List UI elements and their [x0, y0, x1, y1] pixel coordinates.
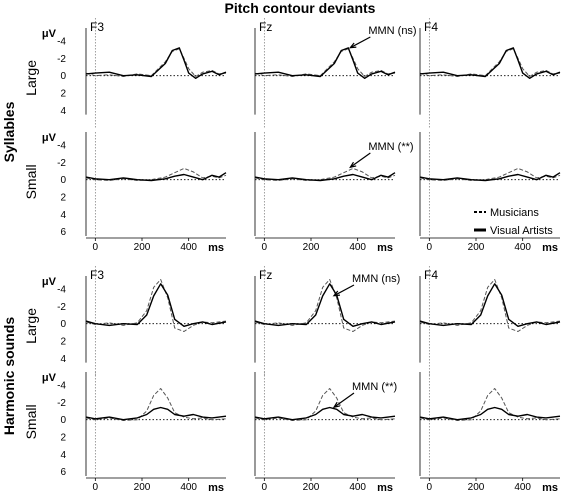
y-unit-label: μV — [42, 372, 57, 384]
y-tick-label: -2 — [57, 398, 66, 409]
visual-artists-trace — [254, 406, 396, 421]
y-tick-label: 0 — [60, 175, 66, 186]
x-tick-label: 200 — [134, 482, 151, 493]
y-tick-label: 6 — [60, 227, 66, 238]
y-tick-label: 0 — [60, 319, 66, 330]
musicians-trace — [85, 388, 227, 421]
y-tick-label: 4 — [60, 354, 66, 365]
y-tick-label: 0 — [60, 415, 66, 426]
x-tick-label: 400 — [349, 242, 366, 253]
y-unit-label: μV — [42, 276, 57, 288]
x-unit-label: ms — [542, 482, 558, 494]
y-tick-label: -2 — [57, 54, 66, 65]
x-tick-label: 200 — [134, 242, 151, 253]
y-unit-label: μV — [42, 132, 57, 144]
y-tick-label: 2 — [60, 433, 66, 444]
x-tick-label: 400 — [180, 482, 197, 493]
x-tick-label: 0 — [93, 482, 99, 493]
x-unit-label: ms — [542, 242, 558, 254]
x-tick-label: 200 — [468, 242, 485, 253]
group-label: Syllables — [1, 101, 17, 162]
musicians-trace — [419, 388, 561, 421]
visual-artists-trace — [254, 172, 396, 182]
mmn-annotation: MMN (**) — [352, 381, 397, 393]
mmn-annotation: MMN (ns) — [368, 25, 416, 37]
y-tick-label: 4 — [60, 106, 66, 117]
electrode-label: F4 — [424, 20, 438, 34]
visual-artists-trace — [85, 283, 227, 327]
visual-artists-trace — [419, 406, 561, 421]
y-tick-label: -4 — [57, 141, 66, 152]
electrode-label: F3 — [90, 268, 104, 282]
x-tick-label: 200 — [303, 482, 320, 493]
visual-artists-trace — [419, 47, 561, 79]
x-tick-label: 400 — [349, 482, 366, 493]
visual-artists-trace — [419, 283, 561, 327]
x-unit-label: ms — [208, 242, 224, 254]
y-tick-label: -4 — [57, 381, 66, 392]
electrode-label: Fz — [259, 268, 272, 282]
row-label: Large — [23, 308, 39, 344]
x-tick-label: 400 — [514, 242, 531, 253]
row-label: Small — [23, 404, 39, 439]
y-tick-label: -4 — [57, 37, 66, 48]
x-unit-label: ms — [377, 242, 393, 254]
figure-title: Pitch contour deviants — [225, 0, 376, 16]
x-tick-label: 400 — [180, 242, 197, 253]
x-unit-label: ms — [208, 482, 224, 494]
x-tick-label: 0 — [427, 482, 433, 493]
visual-artists-trace — [254, 283, 396, 327]
annotation-arrow — [333, 392, 355, 408]
x-tick-label: 0 — [93, 242, 99, 253]
mmn-annotation: MMN (**) — [368, 141, 413, 153]
x-tick-label: 0 — [262, 242, 268, 253]
visual-artists-trace — [85, 172, 227, 182]
visual-artists-trace — [254, 47, 396, 79]
visual-artists-trace — [85, 47, 227, 79]
row-label: Small — [23, 164, 39, 199]
musicians-trace — [254, 48, 396, 77]
musicians-trace — [85, 48, 227, 77]
x-tick-label: 200 — [303, 242, 320, 253]
group-label: Harmonic sounds — [1, 317, 17, 435]
electrode-label: Fz — [259, 20, 272, 34]
x-tick-label: 0 — [427, 242, 433, 253]
arrow-head — [349, 161, 357, 169]
y-tick-label: 2 — [60, 337, 66, 348]
y-tick-label: 4 — [60, 450, 66, 461]
x-tick-label: 200 — [468, 482, 485, 493]
y-tick-label: 2 — [60, 89, 66, 100]
arrow-head — [332, 401, 340, 409]
y-tick-label: -2 — [57, 158, 66, 169]
electrode-label: F4 — [424, 268, 438, 282]
x-unit-label: ms — [377, 482, 393, 494]
visual-artists-trace — [85, 406, 227, 421]
legend-label: Visual Artists — [490, 225, 553, 237]
annotation-arrow — [350, 36, 371, 49]
annotation-arrow — [333, 284, 355, 297]
row-label: Large — [23, 60, 39, 96]
legend-label: Musicians — [490, 207, 539, 219]
annotation-arrow — [349, 152, 371, 168]
musicians-trace — [419, 48, 561, 77]
y-tick-label: 0 — [60, 71, 66, 82]
electrode-label: F3 — [90, 20, 104, 34]
y-tick-label: 6 — [60, 467, 66, 478]
y-unit-label: μV — [42, 28, 57, 40]
musicians-trace — [254, 388, 396, 421]
x-tick-label: 400 — [514, 482, 531, 493]
y-tick-label: 2 — [60, 193, 66, 204]
y-tick-label: -2 — [57, 302, 66, 313]
visual-artists-trace — [419, 172, 561, 182]
arrow-head — [332, 290, 341, 297]
x-tick-label: 0 — [262, 482, 268, 493]
arrow-head — [348, 42, 357, 49]
y-tick-label: -4 — [57, 285, 66, 296]
y-tick-label: 4 — [60, 210, 66, 221]
mmn-annotation: MMN (ns) — [352, 273, 400, 285]
